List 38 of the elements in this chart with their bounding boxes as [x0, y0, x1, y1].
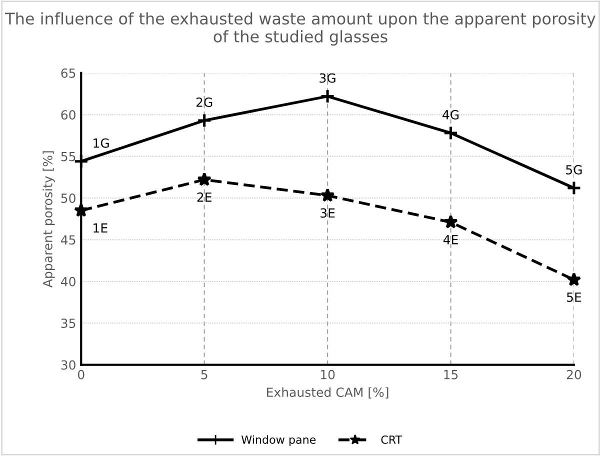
annotation: 2E — [197, 192, 212, 202]
annotation: 3G — [320, 73, 336, 83]
x-tick-label: 0 — [78, 370, 84, 380]
y-axis-title: Apparent porosity [%] — [42, 151, 55, 288]
x-tick-label: 10 — [320, 370, 335, 380]
annotation: 4G — [442, 110, 459, 120]
point — [74, 154, 89, 169]
legend-label: CRT — [381, 435, 402, 444]
point — [320, 88, 336, 104]
point — [197, 172, 212, 186]
y-tick-label: 35 — [61, 318, 76, 328]
x-tick-label: 15 — [444, 370, 458, 380]
point — [320, 188, 335, 202]
x-tick-label: 20 — [566, 370, 582, 380]
annotation: 2G — [196, 98, 212, 107]
y-tick-label: 45 — [60, 235, 76, 245]
chart-title: The influence of the exhausted waste amount upon the apparent porosity of the studied glasses — [5, 12, 596, 46]
x-axis-title: Exhausted CAM [%] — [267, 387, 388, 398]
point — [566, 180, 582, 196]
annotation: 3E — [320, 208, 335, 218]
point — [196, 112, 212, 128]
point — [443, 125, 458, 140]
legend-label: Window pane — [241, 435, 316, 446]
annotation: 4E — [443, 235, 458, 244]
point — [444, 214, 458, 229]
point — [566, 272, 582, 286]
annotation: 1G — [94, 138, 109, 148]
y-tick-label: 40 — [60, 276, 76, 286]
x-tick-label: 5 — [201, 370, 208, 380]
y-tick-label: 30 — [61, 360, 76, 370]
annotation: 5G — [566, 165, 582, 174]
y-tick-label: 55 — [61, 152, 76, 162]
y-tick-label: 60 — [61, 110, 76, 120]
annotation: 5E — [566, 292, 582, 302]
y-tick-label: 65 — [61, 68, 76, 78]
point — [74, 203, 88, 217]
y-tick-label: 50 — [61, 194, 76, 203]
annotation: 1E — [94, 223, 108, 233]
